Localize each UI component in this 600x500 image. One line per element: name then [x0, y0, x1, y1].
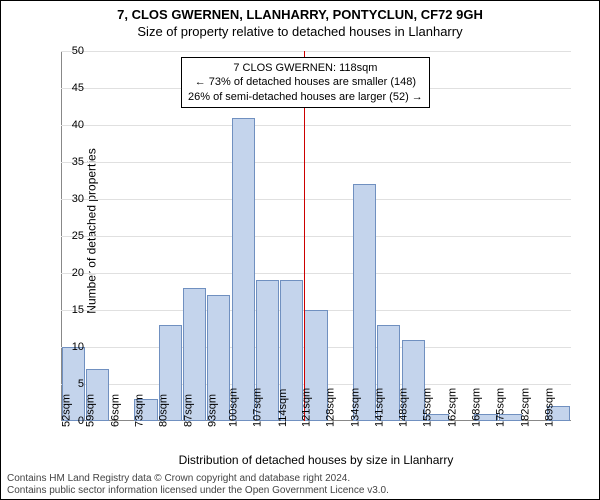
chart-container: 7, CLOS GWERNEN, LLANHARRY, PONTYCLUN, C…: [0, 0, 600, 500]
y-tick-label: 20: [72, 267, 84, 279]
x-tick-label: 175sqm: [495, 388, 507, 427]
page-subtitle: Size of property relative to detached ho…: [1, 22, 599, 39]
x-tick-label: 134sqm: [349, 388, 361, 427]
x-tick-label: 141sqm: [373, 388, 385, 427]
bar: [232, 118, 255, 421]
annotation-line1: 7 CLOS GWERNEN: 118sqm: [188, 61, 423, 75]
gridline: [61, 199, 571, 200]
footer-line2: Contains public sector information licen…: [7, 485, 389, 497]
y-tick-label: 35: [72, 156, 84, 168]
x-tick-label: 155sqm: [422, 388, 434, 427]
gridline: [61, 236, 571, 237]
x-tick-label: 148sqm: [398, 388, 410, 427]
y-tick-label: 10: [72, 341, 84, 353]
x-tick-label: 121sqm: [300, 388, 312, 427]
x-tick-label: 182sqm: [519, 388, 531, 427]
y-tick-label: 40: [72, 119, 84, 131]
y-tick-label: 5: [78, 378, 84, 390]
y-tick-label: 30: [72, 193, 84, 205]
x-tick-label: 66sqm: [109, 394, 121, 427]
x-tick-label: 162sqm: [446, 388, 458, 427]
x-tick-label: 73sqm: [133, 394, 145, 427]
x-tick-label: 128sqm: [325, 388, 337, 427]
page-title: 7, CLOS GWERNEN, LLANHARRY, PONTYCLUN, C…: [1, 1, 599, 22]
bar: [353, 184, 376, 421]
y-tick-label: 45: [72, 82, 84, 94]
x-tick-label: 168sqm: [470, 388, 482, 427]
y-tick-label: 0: [78, 415, 84, 427]
x-tick-label: 114sqm: [277, 389, 289, 427]
x-axis-label: Distribution of detached houses by size …: [61, 453, 571, 467]
annotation-line3: 26% of semi-detached houses are larger (…: [188, 90, 423, 104]
x-tick-label: 93sqm: [206, 394, 218, 427]
x-tick-label: 189sqm: [543, 388, 555, 427]
x-tick-label: 59sqm: [85, 394, 97, 427]
footer: Contains HM Land Registry data © Crown c…: [7, 473, 389, 497]
y-tick-label: 15: [72, 304, 84, 316]
x-tick-label: 80sqm: [158, 394, 170, 427]
x-tick-label: 100sqm: [228, 388, 240, 427]
gridline: [61, 51, 571, 52]
x-tick-label: 107sqm: [252, 388, 264, 427]
gridline: [61, 125, 571, 126]
annotation-box: 7 CLOS GWERNEN: 118sqm ← 73% of detached…: [181, 57, 430, 108]
x-tick-label: 52sqm: [61, 394, 73, 427]
annotation-line2: ← 73% of detached houses are smaller (14…: [188, 75, 423, 89]
footer-line1: Contains HM Land Registry data © Crown c…: [7, 473, 389, 485]
x-tick-label: 87sqm: [182, 394, 194, 427]
y-tick-label: 50: [72, 45, 84, 57]
chart-area: 7 CLOS GWERNEN: 118sqm ← 73% of detached…: [61, 51, 571, 421]
gridline: [61, 162, 571, 163]
y-tick-label: 25: [72, 230, 84, 242]
gridline: [61, 273, 571, 274]
